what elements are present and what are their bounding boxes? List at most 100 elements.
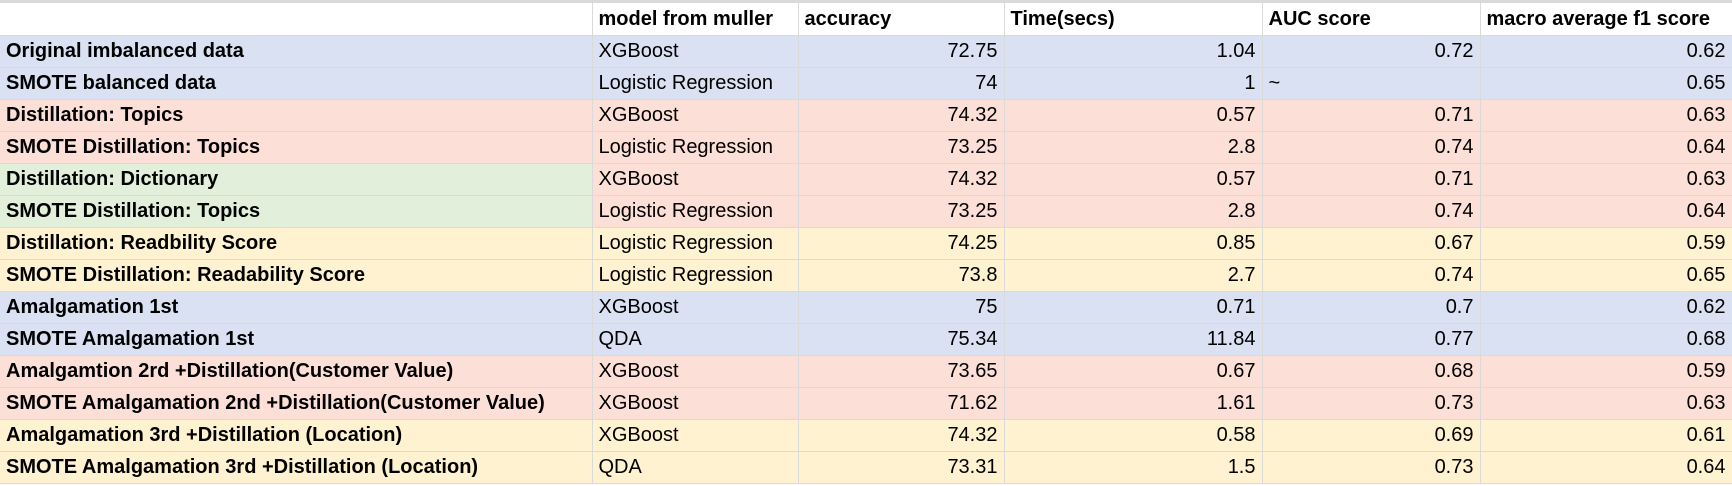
cell-time[interactable]: 0.67 — [1004, 355, 1263, 388]
cell-label[interactable]: Amalgamation 3rd +Distillation (Location… — [0, 419, 593, 452]
cell-time[interactable]: 2.8 — [1004, 131, 1263, 164]
cell-time[interactable]: 0.58 — [1004, 419, 1263, 452]
cell-f1[interactable]: 0.63 — [1480, 387, 1732, 420]
cell-label[interactable]: SMOTE Amalgamation 2nd +Distillation(Cus… — [0, 387, 593, 420]
table-row: SMOTE Distillation: Topics Logistic Regre… — [0, 195, 1732, 228]
cell-time[interactable]: 1.61 — [1004, 387, 1263, 420]
cell-auc[interactable]: 0.73 — [1262, 451, 1481, 484]
cell-model[interactable]: Logistic Regression — [592, 259, 799, 292]
cell-auc[interactable]: 0.74 — [1262, 131, 1481, 164]
cell-accuracy[interactable]: 74 — [798, 67, 1005, 100]
cell-accuracy[interactable]: 73.65 — [798, 355, 1005, 388]
cell-label[interactable]: SMOTE Distillation: Topics — [0, 131, 593, 164]
cell-time[interactable]: 1.04 — [1004, 35, 1263, 68]
table-row: SMOTE Distillation: Readability Score Log… — [0, 259, 1732, 292]
cell-model[interactable]: XGBoost — [592, 35, 799, 68]
cell-accuracy[interactable]: 75.34 — [798, 323, 1005, 356]
cell-accuracy[interactable]: 74.32 — [798, 99, 1005, 132]
cell-model[interactable]: XGBoost — [592, 387, 799, 420]
cell-model[interactable]: XGBoost — [592, 99, 799, 132]
cell-auc[interactable]: 0.71 — [1262, 99, 1481, 132]
cell-time[interactable]: 0.57 — [1004, 163, 1263, 196]
table-row: Amalgamtion 2rd +Distillation(Customer V… — [0, 355, 1732, 388]
table-row: SMOTE Amalgamation 2nd +Distillation(Cus… — [0, 387, 1732, 420]
cell-auc[interactable]: 0.74 — [1262, 259, 1481, 292]
header-cell-model[interactable]: model from muller — [592, 0, 799, 36]
cell-time[interactable]: 1 — [1004, 67, 1263, 100]
cell-time[interactable]: 1.5 — [1004, 451, 1263, 484]
cell-f1[interactable]: 0.63 — [1480, 99, 1732, 132]
cell-model[interactable]: QDA — [592, 323, 799, 356]
cell-auc[interactable]: 0.73 — [1262, 387, 1481, 420]
header-cell-accuracy[interactable]: accuracy — [798, 0, 1005, 36]
header-cell-auc[interactable]: AUC score — [1262, 0, 1481, 36]
cell-auc[interactable]: ~ — [1262, 67, 1481, 100]
cell-auc[interactable]: 0.68 — [1262, 355, 1481, 388]
cell-model[interactable]: QDA — [592, 451, 799, 484]
cell-time[interactable]: 0.71 — [1004, 291, 1263, 324]
cell-f1[interactable]: 0.65 — [1480, 259, 1732, 292]
header-cell-f1[interactable]: macro average f1 score — [1480, 0, 1732, 36]
table-row: Amalgamation 3rd +Distillation (Location… — [0, 419, 1732, 452]
cell-accuracy[interactable]: 71.62 — [798, 387, 1005, 420]
cell-time[interactable]: 2.7 — [1004, 259, 1263, 292]
cell-label[interactable]: SMOTE Distillation: Readability Score — [0, 259, 593, 292]
cell-model[interactable]: XGBoost — [592, 355, 799, 388]
cell-label[interactable]: SMOTE Amalgamation 3rd +Distillation (Lo… — [0, 451, 593, 484]
header-cell-label[interactable] — [0, 0, 593, 36]
cell-auc[interactable]: 0.77 — [1262, 323, 1481, 356]
cell-label[interactable]: Distillation: Readbility Score — [0, 227, 593, 260]
cell-f1[interactable]: 0.62 — [1480, 291, 1732, 324]
table-row: Amalgamation 1st XGBoost 75 0.71 0.7 0.62 — [0, 291, 1732, 324]
cell-f1[interactable]: 0.59 — [1480, 355, 1732, 388]
cell-f1[interactable]: 0.68 — [1480, 323, 1732, 356]
cell-f1[interactable]: 0.64 — [1480, 451, 1732, 484]
cell-model[interactable]: Logistic Regression — [592, 195, 799, 228]
cell-accuracy[interactable]: 73.8 — [798, 259, 1005, 292]
header-cell-time[interactable]: Time(secs) — [1004, 0, 1263, 36]
cell-auc[interactable]: 0.7 — [1262, 291, 1481, 324]
cell-model[interactable]: Logistic Regression — [592, 67, 799, 100]
table-row: SMOTE Amalgamation 1st QDA 75.34 11.84 0.77 0… — [0, 323, 1732, 356]
cell-label[interactable]: Amalgamtion 2rd +Distillation(Customer V… — [0, 355, 593, 388]
table-row: Original imbalanced data XGBoost 72.75 1.04… — [0, 35, 1732, 68]
cell-accuracy[interactable]: 72.75 — [798, 35, 1005, 68]
cell-accuracy[interactable]: 74.25 — [798, 227, 1005, 260]
cell-time[interactable]: 2.8 — [1004, 195, 1263, 228]
cell-model[interactable]: Logistic Regression — [592, 227, 799, 260]
cell-auc[interactable]: 0.72 — [1262, 35, 1481, 68]
cell-time[interactable]: 11.84 — [1004, 323, 1263, 356]
cell-model[interactable]: XGBoost — [592, 163, 799, 196]
cell-auc[interactable]: 0.69 — [1262, 419, 1481, 452]
cell-accuracy[interactable]: 73.25 — [798, 195, 1005, 228]
cell-label[interactable]: Distillation: Dictionary — [0, 163, 593, 196]
cell-f1[interactable]: 0.59 — [1480, 227, 1732, 260]
cell-model[interactable]: Logistic Regression — [592, 131, 799, 164]
cell-f1[interactable]: 0.62 — [1480, 35, 1732, 68]
cell-label[interactable]: Amalgamation 1st — [0, 291, 593, 324]
table-row: SMOTE balanced data Logistic Regression 74… — [0, 67, 1732, 100]
cell-label[interactable]: SMOTE Distillation: Topics — [0, 195, 593, 228]
cell-accuracy[interactable]: 74.32 — [798, 419, 1005, 452]
cell-time[interactable]: 0.85 — [1004, 227, 1263, 260]
cell-accuracy[interactable]: 73.31 — [798, 451, 1005, 484]
cell-auc[interactable]: 0.74 — [1262, 195, 1481, 228]
cell-time[interactable]: 0.57 — [1004, 99, 1263, 132]
cell-auc[interactable]: 0.71 — [1262, 163, 1481, 196]
cell-f1[interactable]: 0.63 — [1480, 163, 1732, 196]
cell-auc[interactable]: 0.67 — [1262, 227, 1481, 260]
cell-f1[interactable]: 0.61 — [1480, 419, 1732, 452]
cell-model[interactable]: XGBoost — [592, 419, 799, 452]
cell-model[interactable]: XGBoost — [592, 291, 799, 324]
cell-label[interactable]: SMOTE Amalgamation 1st — [0, 323, 593, 356]
cell-accuracy[interactable]: 75 — [798, 291, 1005, 324]
cell-f1[interactable]: 0.64 — [1480, 195, 1732, 228]
cell-accuracy[interactable]: 74.32 — [798, 163, 1005, 196]
cell-label[interactable]: Original imbalanced data — [0, 35, 593, 68]
cell-label[interactable]: SMOTE balanced data — [0, 67, 593, 100]
cell-f1[interactable]: 0.64 — [1480, 131, 1732, 164]
cell-label[interactable]: Distillation: Topics — [0, 99, 593, 132]
cell-accuracy[interactable]: 73.25 — [798, 131, 1005, 164]
cell-f1[interactable]: 0.65 — [1480, 67, 1732, 100]
